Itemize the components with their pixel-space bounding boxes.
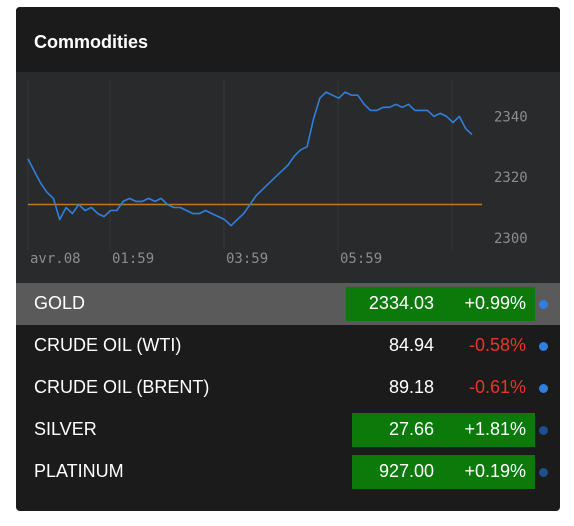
status-dot-icon bbox=[539, 300, 548, 309]
status-dot-icon bbox=[539, 468, 548, 477]
commodity-list: GOLD 2334.03 +0.99% CRUDE OIL (WTI) 84.94 -0.… bbox=[16, 283, 560, 493]
x-tick-label: 03:59 bbox=[226, 251, 268, 267]
commodity-row[interactable]: PLATINUM 927.00 +0.19% bbox=[16, 451, 560, 493]
y-tick-label: 2340 bbox=[494, 109, 528, 125]
commodity-price: 2334.03 bbox=[368, 293, 434, 313]
price-change-box bbox=[352, 455, 535, 489]
commodity-price: 89.18 bbox=[388, 377, 434, 397]
price-series-line bbox=[27, 91, 473, 227]
commodity-row[interactable]: CRUDE OIL (WTI) 84.94 -0.58% bbox=[16, 325, 560, 367]
commodity-change: +1.81% bbox=[464, 419, 526, 439]
commodity-price: 27.66 bbox=[388, 419, 434, 439]
commodity-name: CRUDE OIL (BRENT) bbox=[34, 377, 210, 397]
widget-title: Commodities bbox=[34, 32, 149, 52]
commodity-change: +0.19% bbox=[464, 461, 526, 481]
status-dot-icon bbox=[539, 426, 548, 435]
price-chart[interactable]: 2340 2320 2300 avr.08 01:59 03:59 05:59 bbox=[16, 72, 560, 283]
commodity-name: CRUDE OIL (WTI) bbox=[34, 335, 182, 355]
status-dot-icon bbox=[539, 342, 548, 351]
status-dot-icon bbox=[539, 384, 548, 393]
commodity-row[interactable]: CRUDE OIL (BRENT) 89.18 -0.61% bbox=[16, 367, 560, 409]
x-tick-label: avr.08 bbox=[30, 251, 81, 267]
price-change-box bbox=[352, 413, 535, 447]
commodity-change: -0.61% bbox=[468, 377, 526, 397]
commodity-change: +0.99% bbox=[464, 293, 526, 313]
commodity-price: 84.94 bbox=[388, 335, 434, 355]
commodity-name: GOLD bbox=[34, 293, 86, 313]
commodity-row[interactable]: GOLD 2334.03 +0.99% bbox=[16, 283, 560, 325]
y-tick-label: 2300 bbox=[494, 231, 528, 247]
y-tick-label: 2320 bbox=[494, 170, 528, 186]
commodity-row[interactable]: SILVER 27.66 +1.81% bbox=[16, 409, 560, 451]
commodities-widget: Commodities 2340 2320 2300 avr.08 01:59 03:59… bbox=[16, 7, 560, 511]
widget-header: Commodities bbox=[16, 7, 560, 72]
commodity-price: 927.00 bbox=[378, 461, 434, 481]
commodity-name: PLATINUM bbox=[34, 461, 124, 481]
chart-svg: 2340 2320 2300 avr.08 01:59 03:59 05:59 bbox=[27, 80, 528, 267]
commodity-change: -0.58% bbox=[468, 335, 526, 355]
x-tick-label: 01:59 bbox=[112, 251, 154, 267]
x-tick-label: 05:59 bbox=[340, 251, 382, 267]
price-change-box bbox=[346, 287, 535, 321]
commodity-name: SILVER bbox=[34, 419, 97, 439]
